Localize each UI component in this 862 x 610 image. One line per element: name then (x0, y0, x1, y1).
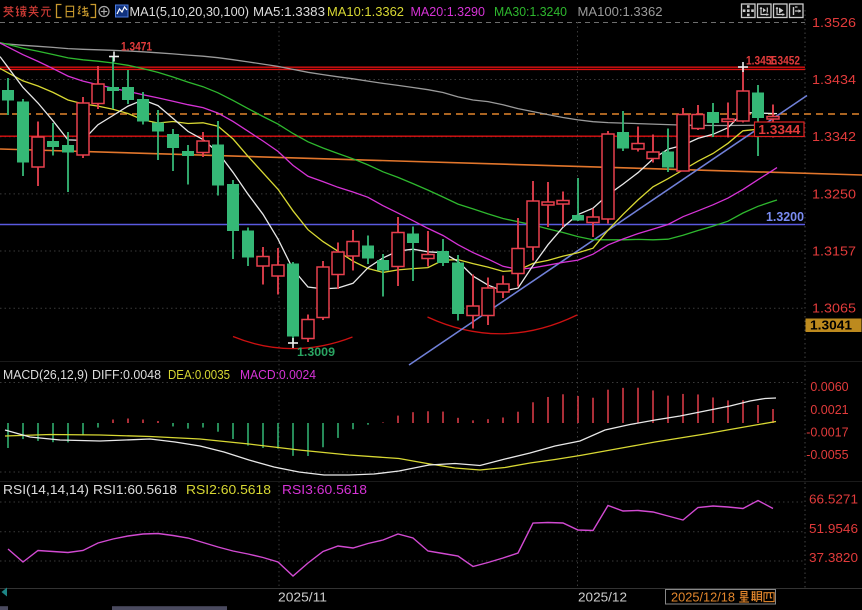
svg-text:1.3344: 1.3344 (758, 123, 800, 137)
svg-text:MA100:1.3362: MA100:1.3362 (578, 4, 663, 19)
svg-text:1.3342: 1.3342 (812, 129, 856, 144)
svg-text:MACD(26,12,9): MACD(26,12,9) (3, 368, 88, 382)
svg-text:RSI2:60.5618: RSI2:60.5618 (186, 483, 271, 497)
svg-text:RSI1:60.5618: RSI1:60.5618 (93, 483, 177, 497)
svg-text:-0.0017: -0.0017 (806, 426, 848, 440)
svg-text:RSI(14,14,14): RSI(14,14,14) (3, 483, 89, 497)
svg-text:1.3009: 1.3009 (297, 347, 335, 359)
svg-text:MA10:1.3362: MA10:1.3362 (327, 4, 404, 19)
svg-text:1.3455: 1.3455 (746, 56, 778, 68)
svg-text:DIFF:0.0048: DIFF:0.0048 (92, 368, 161, 382)
svg-text:MACD:0.0024: MACD:0.0024 (240, 368, 316, 382)
svg-text:1.3065: 1.3065 (812, 301, 856, 316)
svg-text:1.3250: 1.3250 (812, 186, 856, 201)
svg-text:-0.0055: -0.0055 (806, 448, 848, 462)
svg-text:DEA:0.0035: DEA:0.0035 (168, 368, 230, 382)
svg-text:37.3820: 37.3820 (809, 551, 858, 565)
svg-text:1.3526: 1.3526 (812, 15, 856, 30)
svg-text:1.3434: 1.3434 (812, 72, 856, 87)
svg-text:2025/12/18: 2025/12/18 (671, 591, 735, 605)
svg-text:MA5:1.3383: MA5:1.3383 (253, 4, 325, 19)
svg-text:2025/12: 2025/12 (578, 591, 627, 605)
svg-text:1.3200: 1.3200 (766, 210, 804, 224)
svg-text:1.3041: 1.3041 (810, 319, 852, 333)
svg-text:MA30:1.3240: MA30:1.3240 (494, 4, 567, 19)
svg-text:1.3471: 1.3471 (121, 42, 153, 54)
svg-text:0.0060: 0.0060 (810, 380, 848, 394)
svg-text:RSI3:60.5618: RSI3:60.5618 (282, 483, 367, 497)
svg-text:MA1(5,10,20,30,100): MA1(5,10,20,30,100) (130, 4, 250, 19)
svg-text:MA20:1.3290: MA20:1.3290 (411, 4, 486, 19)
svg-text:2025/11: 2025/11 (278, 591, 327, 605)
svg-text:1.3452: 1.3452 (769, 56, 800, 68)
svg-text:51.9546: 51.9546 (809, 522, 858, 536)
svg-text:66.5271: 66.5271 (809, 493, 858, 507)
svg-text:1.3157: 1.3157 (812, 244, 856, 259)
svg-text:0.0021: 0.0021 (810, 403, 848, 417)
